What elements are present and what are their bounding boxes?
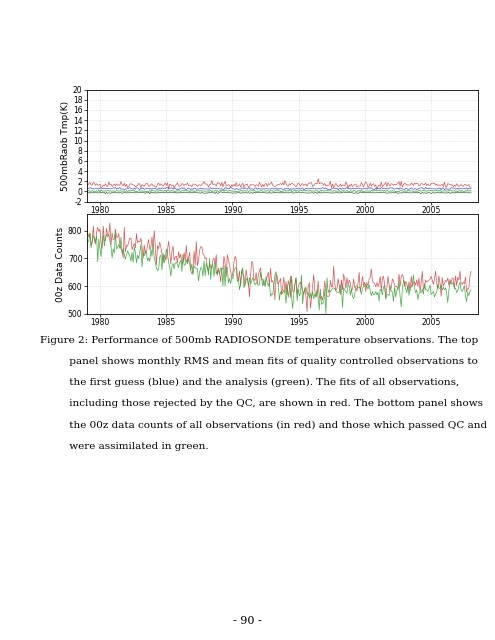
Text: panel shows monthly RMS and mean fits of quality controlled observations to: panel shows monthly RMS and mean fits of… [40,357,478,366]
Text: the first guess (blue) and the analysis (green). The fits of all observations,: the first guess (blue) and the analysis … [40,378,459,387]
Text: were assimilated in green.: were assimilated in green. [40,442,208,451]
Text: the 00z data counts of all observations (in red) and those which passed QC and: the 00z data counts of all observations … [40,420,487,429]
Text: - 90 -: - 90 - [233,616,262,626]
Text: including those rejected by the QC, are shown in red. The bottom panel shows: including those rejected by the QC, are … [40,399,483,408]
Y-axis label: 00z Data Counts: 00z Data Counts [56,227,65,301]
Y-axis label: 500mbRaob Tmp(K): 500mbRaob Tmp(K) [61,100,70,191]
Text: Figure 2: Performance of 500mb RADIOSONDE temperature observations. The top: Figure 2: Performance of 500mb RADIOSOND… [40,336,478,345]
